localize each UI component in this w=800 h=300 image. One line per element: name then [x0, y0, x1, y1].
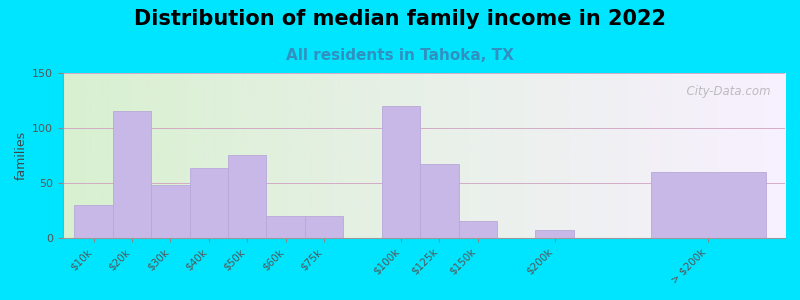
Bar: [151, 185, 190, 238]
Bar: [305, 216, 343, 238]
Bar: [535, 230, 574, 238]
Bar: [420, 164, 458, 238]
Bar: [382, 106, 420, 238]
Text: All residents in Tahoka, TX: All residents in Tahoka, TX: [286, 48, 514, 63]
Bar: [113, 111, 151, 238]
Text: City-Data.com: City-Data.com: [679, 85, 770, 98]
Text: Distribution of median family income in 2022: Distribution of median family income in …: [134, 9, 666, 29]
Y-axis label: families: families: [15, 131, 28, 180]
Bar: [74, 205, 113, 238]
Bar: [650, 172, 766, 238]
Bar: [458, 221, 497, 238]
Bar: [228, 155, 266, 238]
Bar: [190, 168, 228, 238]
Bar: [266, 216, 305, 238]
